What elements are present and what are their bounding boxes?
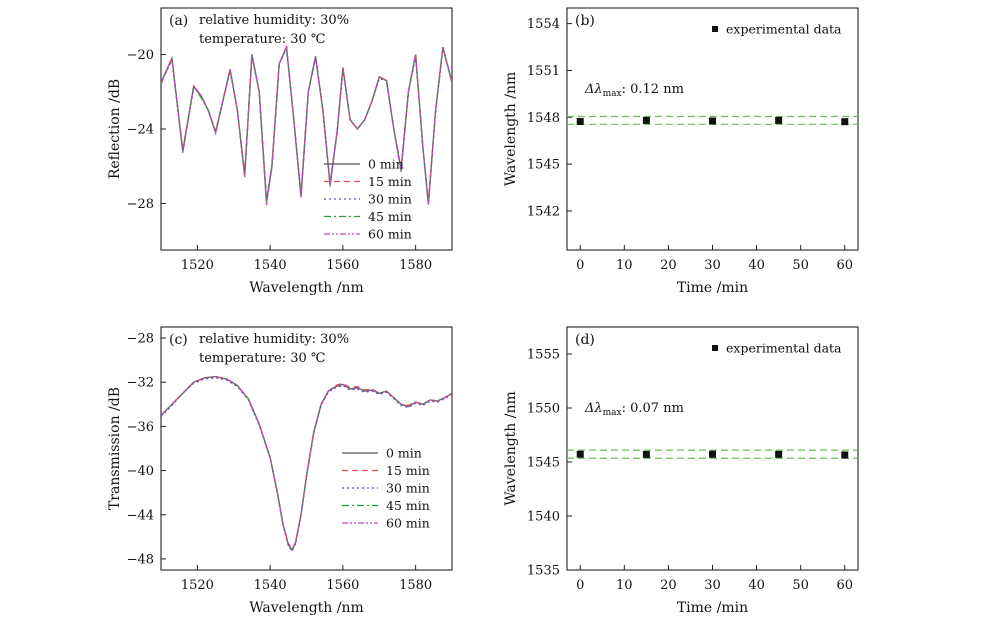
series-line-2 bbox=[161, 46, 452, 204]
panel-label: (c) bbox=[169, 332, 188, 348]
data-point bbox=[642, 450, 650, 458]
y-axis-title: Transmission /dB bbox=[107, 387, 123, 510]
y-tick-label: −28 bbox=[127, 332, 154, 347]
x-tick-label: 0 bbox=[576, 578, 584, 593]
legend-label: experimental data bbox=[726, 341, 842, 356]
y-axis-title: Wavelength /nm bbox=[503, 72, 519, 187]
x-tick-label: 50 bbox=[792, 578, 809, 593]
x-tick-label: 1520 bbox=[181, 578, 214, 593]
legend-label: 45 min bbox=[368, 209, 412, 224]
legend-label: 45 min bbox=[386, 498, 430, 513]
plot-frame bbox=[566, 326, 859, 571]
data-point bbox=[775, 116, 783, 124]
y-tick-label: 1545 bbox=[527, 456, 560, 471]
data-point bbox=[576, 118, 584, 126]
x-tick-label: 1520 bbox=[181, 258, 214, 273]
data-point bbox=[709, 450, 716, 458]
x-tick-label: 10 bbox=[616, 578, 633, 593]
legend-label: experimental data bbox=[726, 22, 842, 37]
x-tick-label: 60 bbox=[836, 578, 853, 593]
data-point bbox=[576, 450, 584, 458]
x-tick-label: 20 bbox=[660, 578, 677, 593]
series-line-4 bbox=[161, 44, 452, 206]
x-tick-label: 1560 bbox=[326, 258, 359, 273]
data-point bbox=[841, 451, 849, 459]
panel-label: (b) bbox=[575, 13, 595, 29]
legend-label: 30 min bbox=[386, 481, 430, 496]
y-tick-label: 1554 bbox=[527, 17, 560, 32]
x-tick-label: 40 bbox=[748, 258, 765, 273]
x-tick-label: 20 bbox=[660, 258, 677, 273]
y-tick-label: −44 bbox=[127, 508, 154, 523]
panel-1: 0 10 20 30 40 50 60 1542 1545 1548 1551 1554 Time /m… bbox=[503, 7, 859, 296]
panel-label: (d) bbox=[575, 332, 595, 348]
y-tick-label: −36 bbox=[127, 420, 154, 435]
y-tick-label: −28 bbox=[127, 197, 154, 212]
panel-label: (a) bbox=[169, 13, 188, 29]
y-tick-label: 1548 bbox=[527, 111, 560, 126]
y-tick-label: 1545 bbox=[527, 158, 560, 173]
y-tick-label: 1551 bbox=[527, 64, 560, 79]
y-tick-label: 1535 bbox=[527, 564, 560, 579]
series-line-4 bbox=[161, 376, 452, 552]
x-tick-label: 1540 bbox=[254, 258, 287, 273]
x-tick-label: 10 bbox=[616, 258, 633, 273]
x-tick-label: 1580 bbox=[399, 578, 432, 593]
plot-frame bbox=[566, 7, 859, 251]
y-axis-title: Wavelength /nm bbox=[503, 391, 519, 506]
x-tick-label: 30 bbox=[704, 578, 721, 593]
legend-label: 0 min bbox=[386, 446, 422, 461]
x-tick-label: 60 bbox=[836, 258, 853, 273]
x-tick-label: 30 bbox=[704, 258, 721, 273]
panel-3: 0 10 20 30 40 50 60 1535 1540 1545 1550 1555 Time /m… bbox=[503, 326, 859, 616]
x-axis-title: Wavelength /nm bbox=[249, 600, 364, 616]
y-axis-title: Reflection /dB bbox=[107, 79, 123, 179]
legend-label: 15 min bbox=[386, 463, 430, 478]
delta-lambda-annotation: Δλmax: 0.12 nm bbox=[584, 82, 684, 99]
x-tick-label: 40 bbox=[748, 578, 765, 593]
legend-marker bbox=[712, 345, 718, 351]
data-point bbox=[642, 116, 650, 124]
plot-frame bbox=[160, 326, 453, 571]
y-tick-label: −32 bbox=[127, 376, 154, 391]
y-tick-label: 1555 bbox=[527, 348, 560, 363]
legend-label: 30 min bbox=[368, 192, 412, 207]
legend-marker bbox=[712, 26, 718, 32]
legend-label: 15 min bbox=[368, 174, 412, 189]
x-tick-label: 0 bbox=[576, 258, 584, 273]
data-point bbox=[775, 450, 783, 458]
condition-annotation: temperature: 30 ℃ bbox=[199, 32, 325, 47]
data-point bbox=[709, 117, 716, 125]
panel-2: 1520 1540 1560 1580 −28 −32 −36 −40 −44 −48 Wavele… bbox=[107, 326, 453, 616]
y-tick-label: −40 bbox=[127, 464, 154, 479]
condition-annotation: relative humidity: 30% bbox=[199, 332, 349, 347]
y-tick-label: −48 bbox=[127, 552, 154, 567]
y-tick-label: −20 bbox=[127, 48, 154, 63]
x-axis-title: Wavelength /nm bbox=[249, 280, 364, 296]
x-axis-title: Time /min bbox=[677, 280, 748, 296]
x-tick-label: 1560 bbox=[326, 578, 359, 593]
delta-lambda-annotation: Δλmax: 0.07 nm bbox=[584, 401, 684, 418]
x-tick-label: 1540 bbox=[254, 578, 287, 593]
condition-annotation: temperature: 30 ℃ bbox=[199, 351, 325, 366]
data-point bbox=[841, 118, 849, 126]
y-tick-label: 1550 bbox=[527, 402, 560, 417]
legend-label: 0 min bbox=[368, 157, 404, 172]
x-tick-label: 50 bbox=[792, 258, 809, 273]
y-tick-label: 1540 bbox=[527, 510, 560, 525]
series-line-2 bbox=[161, 377, 452, 553]
panel-0: 1520 1540 1560 1580 −20 −24 −28 Wavelength /nm R… bbox=[107, 7, 453, 296]
x-tick-label: 1580 bbox=[399, 258, 432, 273]
y-tick-label: −24 bbox=[127, 123, 154, 138]
x-axis-title: Time /min bbox=[677, 600, 748, 616]
legend-label: 60 min bbox=[368, 227, 412, 242]
y-tick-label: 1542 bbox=[527, 204, 560, 219]
condition-annotation: relative humidity: 30% bbox=[199, 13, 349, 28]
legend-label: 60 min bbox=[386, 516, 430, 531]
